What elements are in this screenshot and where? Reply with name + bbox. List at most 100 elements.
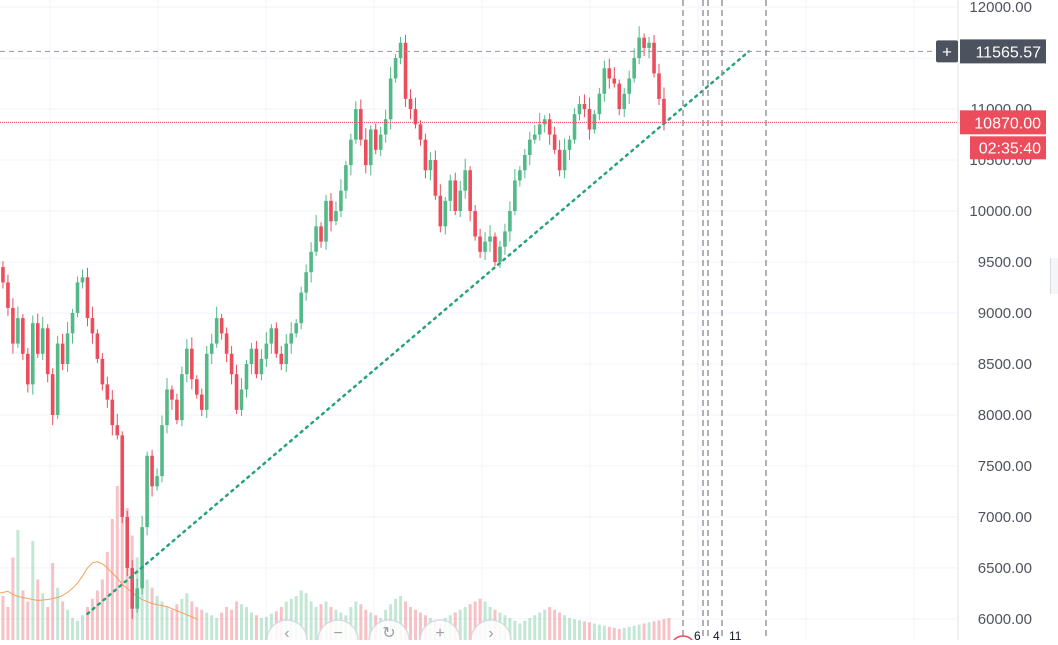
volume-bar bbox=[100, 579, 104, 640]
candle-body bbox=[488, 236, 492, 242]
candle-body bbox=[224, 333, 229, 354]
price-tick-label: 6500.00 bbox=[978, 560, 1032, 577]
candle-body bbox=[324, 200, 328, 242]
candle-body bbox=[120, 435, 125, 517]
candle-body bbox=[274, 328, 279, 354]
volume-bar bbox=[563, 615, 567, 640]
volume-bar bbox=[533, 615, 537, 640]
candle-body bbox=[388, 78, 393, 120]
candle-body bbox=[105, 384, 110, 400]
last-price-label: 10870.00 bbox=[974, 115, 1041, 132]
price-tick-label: 9000.00 bbox=[978, 305, 1032, 322]
plus-icon[interactable]: + bbox=[942, 42, 952, 61]
price-tick-label: 7500.00 bbox=[978, 458, 1032, 475]
candle-body bbox=[359, 109, 363, 140]
candle-body bbox=[110, 399, 115, 426]
plus-button-bg[interactable] bbox=[936, 40, 958, 63]
volume-histogram bbox=[1, 475, 671, 640]
candle-body bbox=[170, 389, 174, 400]
candle-body bbox=[453, 180, 458, 212]
crosshair-price-label: 11565.57 bbox=[975, 44, 1041, 61]
volume-bar bbox=[21, 590, 25, 640]
event-marker-count: 4 bbox=[713, 629, 720, 640]
trendline[interactable] bbox=[86, 50, 751, 616]
candle-body bbox=[572, 114, 577, 140]
grid-lines bbox=[0, 0, 958, 640]
candle-body bbox=[204, 353, 209, 410]
volume-bar bbox=[558, 612, 562, 640]
price-tick-label: 8500.00 bbox=[978, 356, 1032, 373]
candle-body bbox=[254, 348, 259, 375]
candle-body bbox=[249, 348, 254, 364]
candle-body bbox=[518, 170, 522, 181]
candle-body bbox=[498, 246, 502, 263]
volume-bar bbox=[259, 618, 263, 640]
candle-body bbox=[418, 124, 423, 140]
candle-body bbox=[503, 231, 507, 247]
volume-bar bbox=[225, 607, 229, 640]
volume-bar bbox=[314, 607, 318, 640]
volume-bar bbox=[359, 604, 363, 640]
candle-body bbox=[289, 333, 294, 344]
price-axis: 12000.0011500.0011000.0010500.0010000.00… bbox=[957, 0, 1058, 640]
candle-body bbox=[368, 129, 373, 166]
candle-body bbox=[637, 37, 641, 59]
volume-bar bbox=[120, 475, 124, 640]
volume-bar bbox=[458, 609, 462, 640]
volume-bar bbox=[409, 607, 413, 640]
candle-body bbox=[6, 282, 10, 308]
candle-body bbox=[334, 211, 338, 222]
scale-handle[interactable] bbox=[1050, 258, 1058, 294]
candle-body bbox=[130, 567, 134, 609]
volume-bar bbox=[568, 618, 572, 640]
volume-bar bbox=[478, 598, 482, 640]
candle-body bbox=[100, 358, 105, 385]
candle-body bbox=[408, 98, 413, 110]
volume-bar bbox=[294, 596, 298, 640]
candle-body bbox=[299, 292, 303, 324]
volume-bar bbox=[245, 607, 248, 640]
event-marker-icon[interactable] bbox=[670, 635, 696, 645]
volume-bar bbox=[587, 622, 591, 640]
candle-body bbox=[403, 42, 408, 99]
volume-bar bbox=[46, 607, 50, 640]
price-tick-label: 9500.00 bbox=[978, 254, 1032, 271]
volume-bar bbox=[185, 593, 189, 640]
candle-body bbox=[657, 73, 661, 99]
candle-body bbox=[532, 134, 537, 140]
crosshair-overlay bbox=[0, 0, 958, 640]
volume-bar bbox=[592, 623, 596, 640]
volume-bar bbox=[190, 601, 194, 640]
price-labels: +11565.57 10870.00 02:35:40 6 4 11 bbox=[670, 39, 1046, 645]
candle-body bbox=[45, 328, 50, 375]
candle-body bbox=[30, 323, 35, 385]
candle-body bbox=[140, 527, 144, 589]
volume-bar bbox=[404, 601, 408, 640]
volume-bar bbox=[56, 587, 60, 640]
candle-body bbox=[577, 103, 582, 115]
candle-body bbox=[90, 318, 95, 334]
candle-body bbox=[26, 353, 30, 385]
volume-bar bbox=[319, 604, 323, 640]
volume-bar bbox=[622, 627, 626, 640]
candle-body bbox=[552, 134, 557, 150]
volume-bar bbox=[538, 612, 542, 640]
volume-bar bbox=[1, 596, 5, 640]
candle-body bbox=[125, 516, 130, 568]
candle-body bbox=[60, 343, 65, 364]
volume-bar bbox=[85, 607, 89, 640]
candle-body bbox=[75, 282, 80, 313]
candle-body bbox=[190, 348, 194, 380]
candle-body bbox=[65, 333, 70, 364]
candle-body bbox=[304, 272, 308, 293]
volume-bar bbox=[528, 618, 532, 640]
volume-bar bbox=[582, 621, 586, 640]
candle-body bbox=[339, 190, 343, 212]
volume-bar bbox=[249, 612, 253, 640]
candle-body bbox=[319, 226, 323, 242]
candle-body bbox=[155, 476, 159, 487]
candle-body bbox=[622, 93, 627, 110]
candle-body bbox=[175, 399, 179, 421]
